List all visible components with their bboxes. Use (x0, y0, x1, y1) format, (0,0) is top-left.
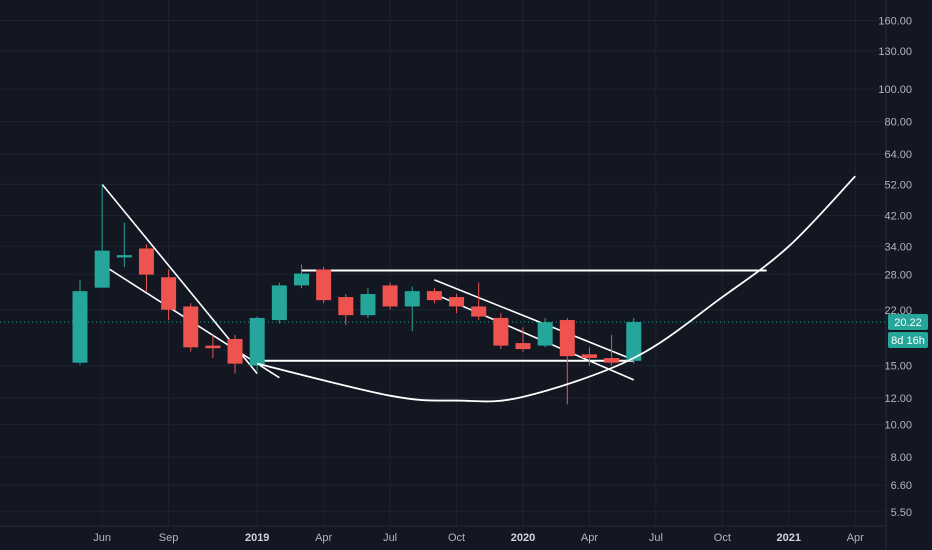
candle (227, 335, 243, 374)
candle (138, 244, 154, 292)
candle-body (559, 320, 575, 357)
candle (537, 317, 553, 348)
trend-line[interactable] (434, 293, 635, 381)
last-price-badge-bg (888, 314, 928, 331)
candle-body (161, 277, 177, 310)
y-tick-label: 80.00 (884, 117, 912, 129)
candle-body (338, 297, 354, 316)
countdown-text: 8d 16h (891, 335, 925, 347)
candles-layer (72, 184, 642, 405)
candle (471, 282, 487, 321)
candle-body (626, 322, 642, 361)
x-tick-label: Jul (649, 532, 663, 544)
candle-body (360, 294, 376, 316)
candle (449, 294, 465, 314)
candle-body (604, 358, 620, 363)
candle (294, 264, 309, 289)
y-tick-label: 8.00 (891, 452, 912, 464)
candle-body (249, 317, 265, 366)
x-tick-label: Sep (159, 532, 179, 544)
x-tick-label: Apr (581, 532, 598, 544)
x-tick-label: Oct (714, 532, 731, 544)
candle (116, 222, 132, 267)
countdown-badge-bg (888, 332, 928, 349)
y-tick-label: 160.00 (878, 16, 912, 28)
x-tick-label: 2021 (777, 532, 801, 544)
candle (626, 317, 642, 364)
y-tick-label: 6.60 (891, 480, 912, 492)
x-tick-label: Jul (383, 532, 397, 544)
candle-body (493, 317, 509, 346)
candle-body (471, 306, 487, 317)
candle (205, 335, 221, 359)
candle-body (227, 339, 243, 364)
candle (493, 313, 509, 350)
candle-body (138, 248, 154, 275)
candle-body (581, 354, 597, 359)
x-tick-label: 2019 (245, 532, 269, 544)
candle (404, 286, 420, 332)
x-tick-label: Oct (448, 532, 465, 544)
last-price-badge: 20.22 (888, 314, 928, 331)
candle (183, 303, 199, 352)
y-tick-label: 64.00 (884, 149, 912, 161)
cup-curve[interactable] (256, 175, 856, 403)
y-tick-label: 22.00 (884, 305, 912, 317)
y-tick-label: 130.00 (878, 46, 912, 58)
candle (360, 288, 376, 318)
y-tick-label: 100.00 (878, 84, 912, 96)
candle-body (183, 306, 199, 348)
last-price-text: 20.22 (894, 317, 922, 329)
candle-body (537, 322, 553, 346)
x-tick-label: Apr (847, 532, 864, 544)
curve-layer[interactable] (256, 175, 856, 403)
trend-line[interactable] (434, 279, 635, 361)
candle-body (94, 250, 110, 288)
y-tick-label: 52.00 (884, 179, 912, 191)
y-axis[interactable]: 160.00 130.00 100.00 80.00 64.00 52.00 42.00 34… (878, 16, 912, 519)
y-tick-label: 34.00 (884, 241, 912, 253)
candle-body (449, 297, 465, 307)
y-tick-label: 5.50 (891, 507, 912, 519)
candle-body (316, 269, 332, 301)
candle-body (205, 345, 221, 349)
y-tick-label: 15.00 (884, 361, 912, 373)
x-tick-label: Apr (315, 532, 332, 544)
candle (271, 282, 287, 324)
y-tick-label: 12.00 (884, 393, 912, 405)
candle (94, 184, 110, 288)
candle (316, 266, 332, 304)
candle-body (426, 291, 442, 301)
candle (249, 316, 265, 371)
candle (161, 269, 177, 321)
candle (426, 288, 442, 304)
candle (382, 282, 398, 310)
candle (338, 294, 354, 326)
candle-body (294, 273, 309, 286)
candle-body (382, 285, 398, 307)
candle-body (271, 285, 287, 321)
y-tick-label: 28.00 (884, 270, 912, 282)
x-axis[interactable]: Jun Sep 2019 Apr Jul Oct 2020 Apr Jul Oct 2021 Apr (93, 532, 864, 544)
y-tick-label: 42.00 (884, 210, 912, 222)
candle-body (515, 343, 531, 350)
x-tick-label: 2020 (511, 532, 535, 544)
candle (581, 347, 597, 366)
candle (604, 335, 620, 366)
candle (72, 279, 88, 365)
candle-body (116, 255, 132, 258)
candle (559, 317, 575, 405)
countdown-badge: 8d 16h (888, 332, 928, 349)
candle-body (72, 291, 88, 363)
price-badges: 20.22 8d 16h (888, 314, 928, 349)
y-tick-label: 10.00 (884, 420, 912, 432)
candle-body (404, 291, 420, 307)
candle (515, 327, 531, 352)
x-tick-label: Jun (93, 532, 111, 544)
